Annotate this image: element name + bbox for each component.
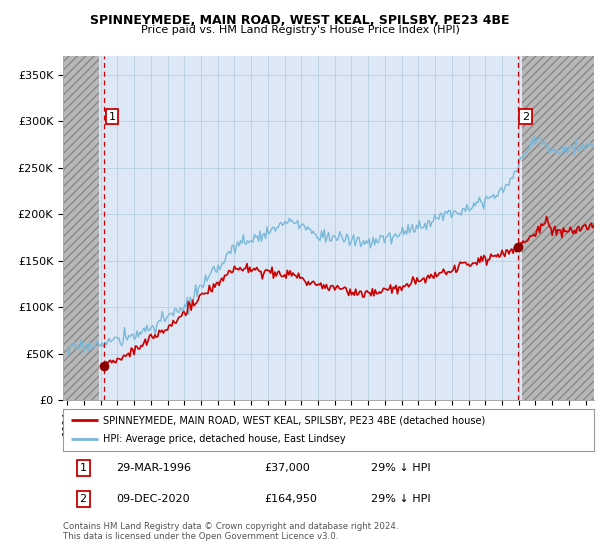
Text: 29-MAR-1996: 29-MAR-1996 xyxy=(116,463,191,473)
Text: £164,950: £164,950 xyxy=(265,494,317,503)
Text: Contains HM Land Registry data © Crown copyright and database right 2024.
This d: Contains HM Land Registry data © Crown c… xyxy=(63,522,398,542)
Text: 29% ↓ HPI: 29% ↓ HPI xyxy=(371,494,431,503)
Text: Price paid vs. HM Land Registry's House Price Index (HPI): Price paid vs. HM Land Registry's House … xyxy=(140,25,460,35)
Text: SPINNEYMEDE, MAIN ROAD, WEST KEAL, SPILSBY, PE23 4BE (detached house): SPINNEYMEDE, MAIN ROAD, WEST KEAL, SPILS… xyxy=(103,415,485,425)
Text: £37,000: £37,000 xyxy=(265,463,311,473)
Bar xyxy=(522,56,594,400)
Text: 29% ↓ HPI: 29% ↓ HPI xyxy=(371,463,431,473)
Text: 2: 2 xyxy=(522,111,529,122)
Text: SPINNEYMEDE, MAIN ROAD, WEST KEAL, SPILSBY, PE23 4BE: SPINNEYMEDE, MAIN ROAD, WEST KEAL, SPILS… xyxy=(90,14,510,27)
Text: 1: 1 xyxy=(80,463,86,473)
Text: 09-DEC-2020: 09-DEC-2020 xyxy=(116,494,190,503)
Text: 2: 2 xyxy=(80,494,87,503)
Bar xyxy=(63,56,99,400)
Text: HPI: Average price, detached house, East Lindsey: HPI: Average price, detached house, East… xyxy=(103,435,346,445)
Text: 1: 1 xyxy=(109,111,115,122)
